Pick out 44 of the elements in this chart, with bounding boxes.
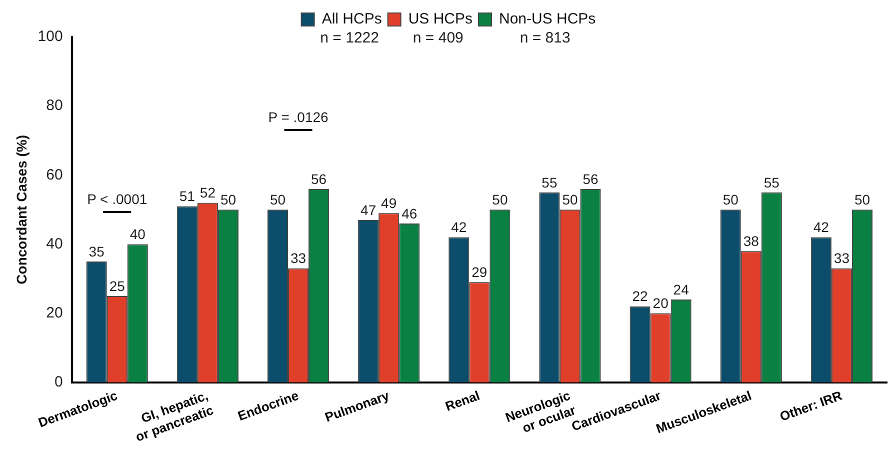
annotation: n = 409 — [412, 30, 464, 47]
data-label: 22 — [632, 288, 648, 304]
annotation: P = .0126 — [268, 108, 329, 125]
data-label: 50 — [492, 192, 508, 208]
legend-label: All HCPs — [322, 10, 382, 28]
y-tick-label: 20 — [46, 304, 63, 322]
data-label: 50 — [220, 192, 236, 208]
data-label: 29 — [472, 264, 488, 280]
y-tick-label: 40 — [46, 235, 63, 252]
data-label: 33 — [290, 250, 306, 266]
x-tick-label: Renal — [443, 388, 482, 414]
annotation: n = 1222 — [320, 30, 379, 47]
annotation: P < .0001 — [87, 190, 148, 207]
data-label: 49 — [381, 194, 397, 211]
y-tick-label: 0 — [54, 373, 63, 390]
data-label: 50 — [562, 192, 578, 208]
data-label: 51 — [179, 188, 196, 204]
y-tick-label: 80 — [46, 97, 63, 114]
data-label: 50 — [270, 192, 286, 208]
data-label: 40 — [130, 226, 146, 242]
y-tick-label: 60 — [46, 166, 63, 184]
data-label: 33 — [834, 250, 850, 266]
x-tick-label: Other: IRR — [778, 388, 845, 424]
data-label: 55 — [542, 174, 558, 190]
data-label: 38 — [743, 232, 760, 249]
data-label: 52 — [200, 184, 216, 201]
legend-label: Non-US HCPs — [499, 10, 596, 28]
y-tick-label: 100 — [38, 28, 63, 46]
y-axis-title: Concordant Cases (%) — [13, 134, 30, 284]
data-label: 50 — [722, 192, 739, 208]
legend-label: US HCPs — [408, 10, 473, 28]
data-label: 47 — [360, 202, 376, 218]
data-label: 56 — [311, 170, 327, 187]
data-label: 42 — [813, 219, 830, 236]
data-label: 56 — [582, 170, 599, 187]
data-label: 24 — [673, 281, 690, 298]
data-label: 20 — [652, 295, 669, 312]
data-label: 42 — [451, 219, 467, 236]
data-label: 50 — [854, 192, 870, 208]
data-label: 25 — [109, 278, 126, 294]
annotation: n = 813 — [520, 30, 570, 47]
data-label: 35 — [88, 243, 105, 260]
data-label: 55 — [764, 174, 780, 190]
data-label: 46 — [402, 205, 418, 222]
